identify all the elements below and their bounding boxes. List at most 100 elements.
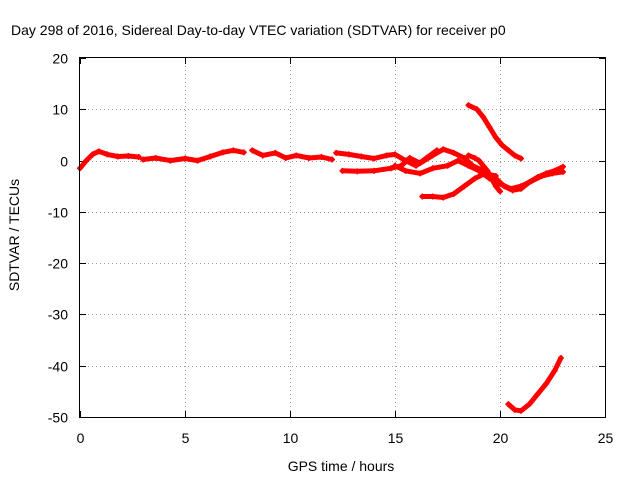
data-point: [440, 194, 447, 201]
series-arc-2: [140, 147, 247, 164]
y-tick-label: -50: [48, 410, 68, 426]
data-point: [534, 173, 541, 180]
data-point: [444, 162, 451, 169]
y-tick-label: 20: [52, 51, 68, 67]
data-point: [358, 153, 365, 160]
data-point: [333, 149, 340, 156]
data-point: [318, 153, 325, 160]
data-point: [526, 179, 533, 186]
x-tick-label: 0: [77, 430, 85, 446]
series-arc-11: [505, 355, 564, 414]
data-point: [383, 152, 390, 159]
data-point: [455, 157, 461, 164]
axis-ticks: 0 5 10 15 20 25 20 10 0 -10 -20 -30 -40 -50: [48, 51, 614, 447]
data-point: [486, 124, 493, 131]
data-point: [505, 401, 512, 408]
data-point: [471, 175, 478, 182]
data-point: [492, 175, 499, 182]
data-point: [429, 165, 436, 172]
data-point: [465, 102, 472, 109]
data-point: [511, 152, 518, 159]
data-point: [557, 355, 564, 362]
data-point: [518, 155, 524, 162]
data-point: [499, 142, 506, 149]
data-point: [492, 183, 499, 190]
data-point: [240, 149, 247, 156]
data-point: [526, 401, 533, 408]
data-point: [484, 167, 491, 174]
data-point: [429, 152, 436, 159]
data-point: [259, 152, 266, 159]
data-point: [387, 165, 394, 172]
data-point: [305, 155, 312, 162]
x-tick-label: 5: [182, 430, 190, 446]
data-point: [476, 157, 482, 164]
data-point: [135, 153, 142, 160]
data-point: [345, 151, 352, 158]
data-point: [543, 380, 550, 387]
data-point: [551, 167, 558, 174]
data-point: [473, 106, 480, 113]
data-point: [329, 156, 335, 163]
data-point: [505, 147, 512, 154]
data-point: [207, 153, 214, 160]
data-point: [167, 157, 174, 164]
data-point: [465, 162, 472, 169]
data-point: [402, 167, 409, 174]
data-point: [354, 168, 361, 175]
data-point: [543, 170, 550, 177]
data-point: [417, 160, 424, 167]
data-point: [249, 147, 256, 154]
data-point: [406, 155, 413, 162]
data-point: [95, 148, 102, 155]
data-point: [429, 193, 436, 200]
plot-frame: [79, 57, 606, 418]
data-point: [560, 168, 566, 175]
data-point: [194, 157, 201, 164]
data-point: [511, 406, 518, 413]
data-point: [509, 187, 516, 194]
data-point: [419, 193, 426, 200]
data-point: [480, 113, 487, 120]
data-point: [125, 152, 132, 159]
data-point: [140, 156, 146, 163]
data-point: [560, 163, 566, 170]
data-point: [492, 134, 499, 141]
data-point: [551, 367, 558, 374]
data-point: [230, 147, 237, 154]
x-tick-label: 10: [283, 430, 299, 446]
data-point: [282, 155, 289, 162]
data-point: [497, 188, 503, 195]
data-point: [450, 190, 457, 197]
data-point: [371, 167, 377, 174]
data-series: [77, 102, 566, 414]
y-tick-label: 0: [60, 154, 68, 170]
series-arc-10: [466, 102, 524, 161]
x-tick-label: 20: [493, 430, 509, 446]
data-point: [392, 162, 398, 169]
data-point: [152, 155, 159, 162]
data-point: [450, 149, 457, 156]
data-point: [476, 167, 482, 174]
data-point: [440, 146, 447, 153]
y-tick-label: -10: [48, 205, 68, 221]
data-point: [293, 152, 300, 159]
y-tick-label: -40: [48, 359, 68, 375]
data-point: [219, 149, 226, 156]
y-tick-label: -20: [48, 256, 68, 272]
data-point: [471, 155, 478, 162]
data-point: [501, 183, 508, 190]
data-point: [104, 151, 111, 158]
data-point: [417, 170, 424, 177]
data-point: [114, 153, 121, 160]
data-point: [83, 157, 90, 164]
data-point: [461, 155, 468, 162]
data-point: [272, 149, 279, 156]
data-point: [518, 185, 524, 192]
data-point: [371, 155, 377, 162]
x-tick-label: 25: [598, 430, 614, 446]
data-point: [461, 183, 468, 190]
y-tick-label: -30: [48, 307, 68, 323]
y-tick-label: 10: [52, 102, 68, 118]
x-axis-label: GPS time / hours: [288, 458, 395, 474]
